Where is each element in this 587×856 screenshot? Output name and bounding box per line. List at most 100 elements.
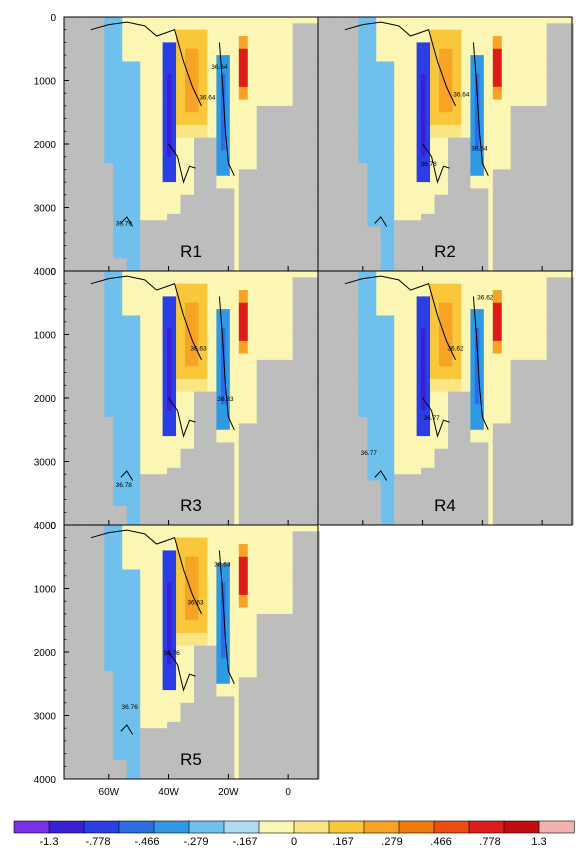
field-cell bbox=[104, 36, 110, 43]
field-cell bbox=[252, 86, 258, 94]
field-cell bbox=[247, 188, 253, 196]
field-cell bbox=[416, 137, 422, 145]
field-cell bbox=[270, 48, 276, 56]
field-cell bbox=[412, 156, 418, 164]
field-cell bbox=[537, 118, 543, 126]
field-cell bbox=[322, 61, 328, 69]
field-cell bbox=[64, 74, 69, 81]
field-cell bbox=[519, 201, 525, 208]
field-cell bbox=[501, 48, 507, 56]
field-cell bbox=[310, 124, 316, 132]
field-cell bbox=[519, 137, 525, 145]
field-cell bbox=[421, 86, 426, 94]
field-cell bbox=[64, 182, 69, 189]
field-cell bbox=[77, 328, 83, 335]
field-cell bbox=[533, 42, 539, 50]
field-cell bbox=[385, 163, 391, 170]
field-cell bbox=[64, 23, 69, 31]
field-cell bbox=[140, 17, 146, 24]
field-cell bbox=[180, 144, 186, 151]
field-cell bbox=[389, 118, 395, 126]
panels-layer: 36.6436.6436.79R10100020003000400036.643… bbox=[34, 13, 574, 798]
field-cell bbox=[265, 245, 271, 253]
field-cell bbox=[371, 67, 377, 75]
field-cell bbox=[528, 188, 534, 196]
field-cell bbox=[252, 80, 258, 88]
field-cell bbox=[117, 144, 123, 151]
field-cell bbox=[176, 17, 181, 24]
field-cell bbox=[501, 23, 507, 31]
field-cell bbox=[326, 112, 332, 119]
field-cell bbox=[318, 258, 323, 266]
field-cell bbox=[193, 264, 199, 272]
field-cell bbox=[225, 182, 231, 189]
field-cell bbox=[461, 99, 467, 107]
field-cell bbox=[349, 105, 355, 113]
field-cell bbox=[90, 448, 96, 456]
field-cell bbox=[430, 48, 435, 56]
field-cell bbox=[198, 93, 204, 100]
field-cell bbox=[367, 194, 373, 202]
field-cell bbox=[167, 245, 172, 253]
field-cell bbox=[421, 226, 426, 234]
field-cell bbox=[519, 48, 525, 56]
field-cell bbox=[144, 239, 150, 246]
field-cell bbox=[274, 67, 280, 75]
field-cell bbox=[542, 36, 547, 43]
field-cell bbox=[77, 372, 83, 380]
field-cell bbox=[474, 163, 480, 170]
field-cell bbox=[389, 251, 395, 259]
field-cell bbox=[439, 74, 444, 81]
field-cell bbox=[207, 17, 213, 24]
field-cell bbox=[371, 105, 377, 113]
field-cell bbox=[68, 207, 74, 215]
field-cell bbox=[122, 99, 128, 107]
field-cell bbox=[95, 131, 101, 139]
field-cell bbox=[234, 194, 240, 202]
field-cell bbox=[81, 61, 87, 69]
field-cell bbox=[362, 156, 368, 164]
field-cell bbox=[344, 124, 350, 132]
field-cell bbox=[176, 188, 181, 196]
field-cell bbox=[189, 61, 195, 69]
field-cell bbox=[247, 55, 253, 62]
field-cell bbox=[162, 201, 168, 208]
field-cell bbox=[488, 258, 494, 266]
field-cell bbox=[77, 334, 83, 342]
field-cell bbox=[288, 131, 293, 139]
field-cell bbox=[488, 213, 494, 221]
field-cell bbox=[274, 150, 280, 158]
field-cell bbox=[220, 258, 226, 266]
field-cell bbox=[72, 144, 78, 151]
field-cell bbox=[506, 55, 512, 62]
field-cell bbox=[533, 99, 539, 107]
field-cell bbox=[376, 194, 382, 202]
field-cell bbox=[81, 156, 87, 164]
field-cell bbox=[72, 442, 78, 450]
field-cell bbox=[113, 36, 119, 43]
field-cell bbox=[104, 290, 110, 297]
field-cell bbox=[247, 42, 253, 50]
field-cell bbox=[501, 42, 507, 50]
field-cell bbox=[99, 226, 105, 234]
field-cell bbox=[315, 207, 320, 215]
field-cell bbox=[510, 182, 516, 189]
field-cell bbox=[86, 245, 92, 253]
field-cell bbox=[421, 213, 426, 221]
field-cell bbox=[398, 105, 404, 113]
field-cell bbox=[412, 201, 418, 208]
field-cell bbox=[492, 124, 498, 132]
field-cell bbox=[247, 99, 253, 107]
field-cell bbox=[140, 118, 146, 126]
field-cell bbox=[297, 48, 302, 56]
field-cell bbox=[362, 175, 368, 183]
field-cell bbox=[99, 188, 105, 196]
field-cell bbox=[81, 239, 87, 246]
field-cell bbox=[180, 201, 186, 208]
field-cell bbox=[153, 226, 159, 234]
field-cell bbox=[412, 232, 418, 240]
field-cell bbox=[519, 112, 525, 119]
field-cell bbox=[198, 239, 204, 246]
field-cell bbox=[292, 131, 298, 139]
field-cell bbox=[99, 213, 105, 221]
